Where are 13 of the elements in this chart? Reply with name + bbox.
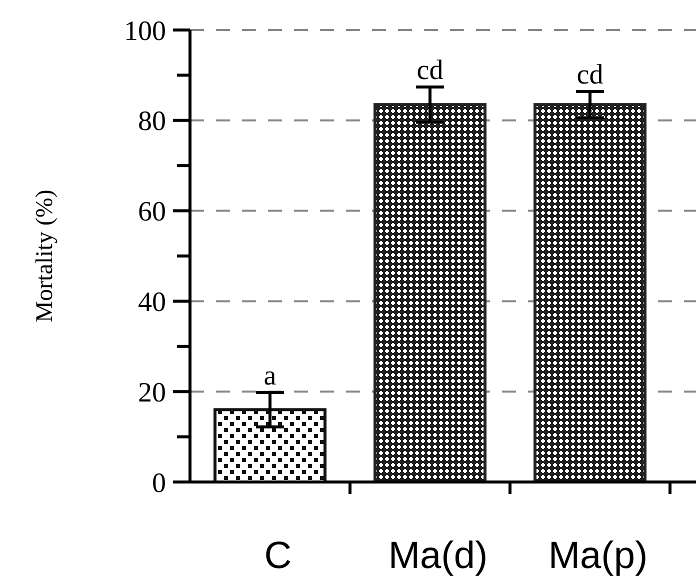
y-tick-label: 60 xyxy=(138,196,166,228)
y-tick-label: 20 xyxy=(138,377,166,408)
y-tick-label: 0 xyxy=(152,468,166,499)
annotation: cd xyxy=(576,59,604,90)
y-tick-label: 100 xyxy=(124,16,166,47)
x-tick-label: Ma(p) xyxy=(548,535,648,577)
annotation: cd xyxy=(416,54,444,86)
y-tick-label: 40 xyxy=(138,287,166,318)
y-tick-label: 80 xyxy=(138,106,166,138)
annotation: a xyxy=(264,360,277,392)
x-tick-label: C xyxy=(264,535,292,577)
y-axis-title: Mortality (%) xyxy=(32,190,58,322)
x-tick-label: Ma(d) xyxy=(388,535,488,577)
